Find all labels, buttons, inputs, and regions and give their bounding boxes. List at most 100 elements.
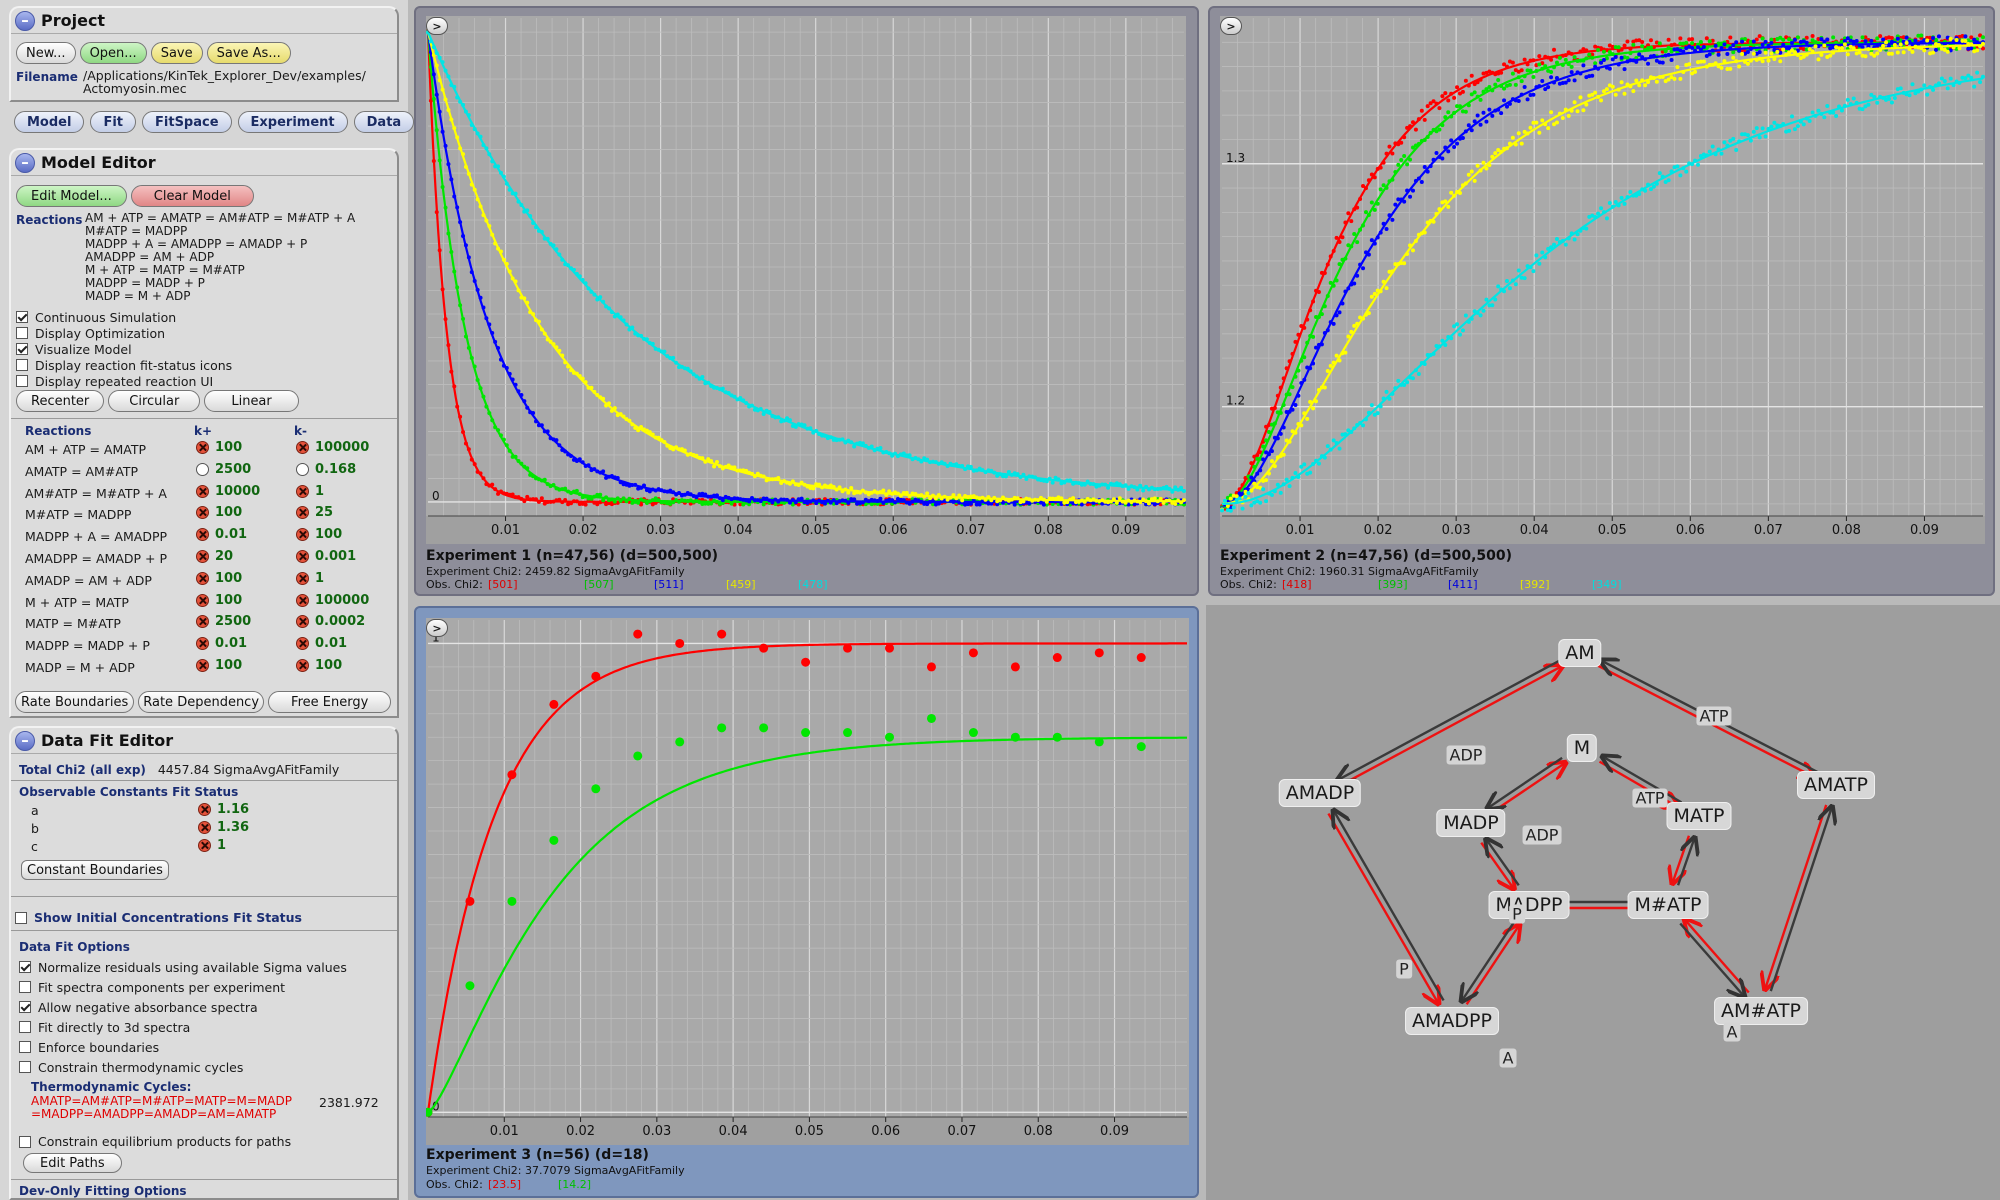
fit-status-x-icon[interactable] xyxy=(296,528,309,542)
rate-kminus-value[interactable]: 100 xyxy=(296,658,342,673)
fit-status-x-icon[interactable] xyxy=(196,659,209,672)
checkbox[interactable] xyxy=(16,311,28,323)
fit-status-x-icon[interactable] xyxy=(296,441,309,454)
tab-fitspace[interactable]: FitSpace xyxy=(142,111,232,133)
rate-kminus-value[interactable]: 0.168 xyxy=(296,462,356,477)
rate-kplus-value[interactable]: 0.01 xyxy=(196,527,247,542)
option-fit-3d-spectra[interactable]: Fit directly to 3d spectra xyxy=(19,1017,347,1037)
save-button[interactable]: Save xyxy=(150,42,203,64)
experiment-3-plot[interactable]: 0 1 0.01 0.02 0.03 0.04 0.05 0.06 0.07 0.08 0.09 xyxy=(426,618,1189,1145)
checkbox[interactable] xyxy=(19,981,31,993)
fit-status-x-icon[interactable] xyxy=(196,571,209,585)
node-am-atp[interactable]: AM#ATP xyxy=(1714,997,1808,1025)
option-constrain-equilibrium[interactable]: Constrain equilibrium products for paths xyxy=(19,1134,291,1149)
rate-kminus-value[interactable]: 25 xyxy=(296,505,333,520)
checkbox[interactable] xyxy=(19,1021,31,1033)
fit-status-x-icon[interactable] xyxy=(296,593,309,607)
experiment-1-plot[interactable]: 0 0.01 0.02 0.03 0.04 0.05 0.06 0.07 0.08 0.09 xyxy=(426,16,1186,544)
constant-c-value[interactable]: 1 xyxy=(198,838,226,853)
rate-kminus-value[interactable]: 100000 xyxy=(296,593,369,608)
edit-model-button[interactable]: Edit Model... xyxy=(16,185,127,207)
node-m[interactable]: M xyxy=(1566,734,1598,762)
checkbox[interactable] xyxy=(16,343,28,355)
node-matp[interactable]: MATP xyxy=(1666,802,1732,830)
option-continuous-simulation[interactable]: Continuous Simulation xyxy=(16,309,232,325)
rate-kminus-value[interactable]: 1 xyxy=(296,484,324,499)
rate-kplus-value[interactable]: 0.01 xyxy=(196,636,247,651)
free-energy-button[interactable]: Free Energy xyxy=(268,691,392,713)
recenter-button[interactable]: Recenter xyxy=(16,390,105,412)
option-display-optimization[interactable]: Display Optimization xyxy=(16,325,232,341)
checkbox[interactable] xyxy=(16,375,28,387)
option-enforce-boundaries[interactable]: Enforce boundaries xyxy=(19,1037,347,1057)
checkbox[interactable] xyxy=(16,327,28,339)
linear-button[interactable]: Linear xyxy=(204,390,299,412)
constant-a-value[interactable]: 1.16 xyxy=(198,802,249,817)
rate-kminus-value[interactable]: 0.01 xyxy=(296,636,347,651)
option-normalize-residuals[interactable]: Normalize residuals using available Sigm… xyxy=(19,957,347,977)
rate-kplus-value[interactable]: 100 xyxy=(196,440,242,455)
fit-status-x-icon[interactable] xyxy=(196,441,209,454)
fit-status-x-icon[interactable] xyxy=(296,659,309,672)
node-am[interactable]: AM xyxy=(1558,639,1602,667)
fit-status-x-icon[interactable] xyxy=(196,637,209,651)
rate-kminus-value[interactable]: 0.0002 xyxy=(296,614,365,629)
new-button[interactable]: New... xyxy=(16,42,76,64)
fit-status-open-icon[interactable] xyxy=(296,462,309,476)
fit-status-x-icon[interactable] xyxy=(196,506,209,520)
tab-fit[interactable]: Fit xyxy=(90,111,137,133)
rate-kplus-value[interactable]: 100 xyxy=(196,658,242,673)
rate-kminus-value[interactable]: 0.001 xyxy=(296,549,356,564)
fit-status-x-icon[interactable] xyxy=(296,506,309,520)
rate-kplus-value[interactable]: 2500 xyxy=(196,462,251,477)
show-initial-concentrations[interactable]: Show Initial Concentrations Fit Status xyxy=(15,910,302,925)
rate-kplus-value[interactable]: 100 xyxy=(196,571,242,586)
rate-boundaries-button[interactable]: Rate Boundaries xyxy=(15,691,135,713)
rate-kplus-value[interactable]: 2500 xyxy=(196,614,251,629)
open-button[interactable]: Open... xyxy=(79,42,147,64)
rate-kplus-value[interactable]: 100 xyxy=(196,505,242,520)
option-repeated-reaction-ui[interactable]: Display repeated reaction UI xyxy=(16,373,232,389)
checkbox[interactable] xyxy=(19,1135,31,1148)
checkbox[interactable] xyxy=(19,1001,31,1013)
fit-status-open-icon[interactable] xyxy=(196,462,209,476)
experiment-2-plot[interactable]: 1.2 1.3 0.01 0.02 0.03 0.04 0.05 0.06 0.07 0.08 0.… xyxy=(1220,16,1985,544)
checkbox[interactable] xyxy=(19,961,31,973)
rate-kplus-value[interactable]: 20 xyxy=(196,549,233,564)
checkbox[interactable] xyxy=(16,359,28,371)
expand-experiment-3-button[interactable]: > xyxy=(426,619,448,637)
fit-status-x-icon[interactable] xyxy=(196,550,209,563)
fit-status-x-icon[interactable] xyxy=(196,593,209,607)
node-amadp[interactable]: AMADP xyxy=(1278,779,1362,807)
collapse-model-icon[interactable]: – xyxy=(15,152,35,173)
checkbox[interactable] xyxy=(19,1041,31,1053)
tab-data[interactable]: Data xyxy=(353,111,415,133)
option-constrain-thermo[interactable]: Constrain thermodynamic cycles xyxy=(19,1057,347,1077)
option-fit-status-icons[interactable]: Display reaction fit-status icons xyxy=(16,357,232,373)
fit-status-x-icon[interactable] xyxy=(196,528,209,542)
edit-paths-button[interactable]: Edit Paths xyxy=(23,1153,122,1173)
option-allow-negative-absorbance[interactable]: Allow negative absorbance spectra xyxy=(19,997,347,1017)
rate-kminus-value[interactable]: 100 xyxy=(296,527,342,542)
checkbox[interactable] xyxy=(19,1061,31,1073)
tab-model[interactable]: Model xyxy=(14,111,85,133)
node-amadpp[interactable]: AMADPP xyxy=(1405,1007,1499,1035)
fit-status-x-icon[interactable] xyxy=(296,615,309,629)
fit-status-x-icon[interactable] xyxy=(296,571,309,585)
tab-experiment[interactable]: Experiment xyxy=(237,111,348,133)
collapse-datafit-icon[interactable]: – xyxy=(15,730,35,751)
rate-kminus-value[interactable]: 1 xyxy=(296,571,324,586)
rate-kminus-value[interactable]: 100000 xyxy=(296,440,369,455)
node-madpp[interactable]: MADPP xyxy=(1488,891,1570,919)
model-diagram[interactable]: AM M AMADP AMATP MADP MATP MADPP M#ATP AMADPP AM#… xyxy=(1206,605,2000,1200)
fit-status-x-icon[interactable] xyxy=(296,550,309,563)
expand-experiment-1-button[interactable]: > xyxy=(426,17,448,35)
expand-experiment-2-button[interactable]: > xyxy=(1220,17,1242,35)
collapse-project-icon[interactable]: – xyxy=(15,10,35,31)
option-visualize-model[interactable]: Visualize Model xyxy=(16,341,232,357)
rate-kplus-value[interactable]: 100 xyxy=(196,593,242,608)
node-madp[interactable]: MADP xyxy=(1436,809,1506,837)
node-amatp[interactable]: AMATP xyxy=(1797,771,1875,799)
fit-status-x-icon[interactable] xyxy=(196,615,209,629)
checkbox[interactable] xyxy=(15,911,27,924)
